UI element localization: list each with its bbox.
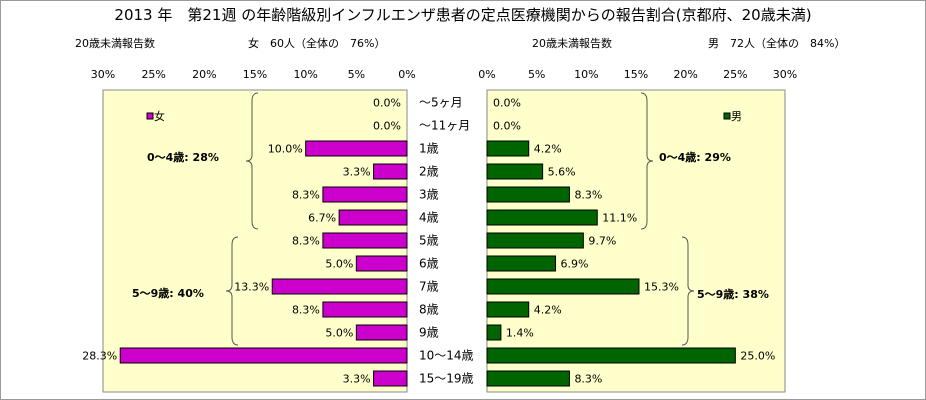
female-xtick-label: 0%	[398, 68, 415, 81]
female-data-label: 3.3%	[343, 373, 371, 386]
male-data-label: 6.9%	[561, 258, 589, 271]
age-category-label: ～11ヶ月	[419, 119, 470, 133]
age-category-label: 15～19歳	[419, 372, 474, 386]
age-category-label: 9歳	[419, 326, 439, 340]
male-xtick-label: 20%	[673, 68, 697, 81]
age-group-bracket	[245, 92, 259, 230]
female-data-label: 28.3%	[82, 350, 117, 363]
legend-swatch-male	[723, 112, 731, 120]
female-bar	[271, 278, 408, 295]
female-bar	[322, 186, 408, 203]
male-bar	[486, 163, 544, 180]
male-xtick-label: 5%	[528, 68, 545, 81]
male-bar	[486, 232, 584, 249]
female-bar	[355, 324, 408, 341]
axis-ticks: 30% 25% 20% 15% 10% 5% 0% 0% 5% 10% 15% 20% 25% 30%	[91, 68, 797, 81]
chart-title: 2013 年 第21週 の年齢階級別インフルエンザ患者の定点医療機関からの報告割…	[114, 6, 812, 24]
male-data-label: 25.0%	[740, 350, 775, 363]
age-category-label: ～5ヶ月	[419, 96, 463, 110]
male-data-label: 8.3%	[574, 189, 602, 202]
male-xtick-label: 0%	[478, 68, 495, 81]
male-data-label: 15.3%	[644, 281, 679, 294]
male-data-label: 1.4%	[506, 327, 534, 340]
male-bar	[486, 301, 530, 318]
age-category-labels: ～5ヶ月 ～11ヶ月 1歳 2歳 3歳 4歳 5歳 6歳 7歳 8歳 9歳 10～14歳 15～19歳	[419, 96, 474, 386]
female-data-label: 5.0%	[325, 327, 353, 340]
female-data-label: 13.3%	[234, 281, 269, 294]
female-xtick-label: 10%	[293, 68, 317, 81]
male-xtick-label: 30%	[773, 68, 797, 81]
female-data-label: 6.7%	[308, 212, 336, 225]
male-data-label: 4.2%	[534, 143, 562, 156]
age-category-label: 2歳	[419, 165, 439, 179]
legend-label-male: 男	[731, 110, 742, 123]
female-xtick-label: 30%	[91, 68, 115, 81]
female-bar	[322, 301, 408, 318]
left-header-summary: 女 60人（全体の 76%）	[248, 37, 386, 50]
female-data-label: 3.3%	[343, 166, 371, 179]
male-data-label: 4.2%	[534, 304, 562, 317]
male-data-label: 0.0%	[493, 97, 521, 110]
female-xtick-label: 15%	[243, 68, 267, 81]
age-category-label: 4歳	[419, 211, 439, 225]
female-bar	[305, 140, 408, 157]
age-category-label: 6歳	[419, 257, 439, 271]
female-annotation-5-9: 5～9歳: 40%	[132, 286, 204, 300]
male-data-label: 9.7%	[588, 235, 616, 248]
age-category-label: 1歳	[419, 142, 439, 156]
female-data-label: 8.3%	[292, 189, 320, 202]
male-data-label: 5.6%	[548, 166, 576, 179]
male-bar	[486, 324, 502, 341]
legend-swatch-female	[146, 112, 154, 120]
age-group-bracket	[225, 236, 239, 346]
male-data-label: 8.3%	[574, 373, 602, 386]
age-category-label: 10～14歳	[419, 349, 474, 363]
male-bar	[486, 140, 530, 157]
female-bar	[338, 209, 408, 226]
male-bar	[486, 209, 598, 226]
left-header-label: 20歳未満報告数	[75, 37, 155, 50]
male-xtick-label: 25%	[723, 68, 747, 81]
male-bar	[486, 278, 640, 295]
male-data-label: 0.0%	[493, 120, 521, 133]
female-xtick-label: 25%	[141, 68, 165, 81]
male-bar	[486, 186, 570, 203]
male-bar	[486, 347, 736, 364]
legend-label-female: 女	[154, 109, 165, 123]
age-category-label: 8歳	[419, 303, 439, 317]
female-bar	[355, 255, 408, 272]
male-xtick-label: 15%	[624, 68, 648, 81]
age-category-label: 3歳	[419, 188, 439, 202]
male-data-label: 11.1%	[602, 212, 637, 225]
age-category-label: 5歳	[419, 234, 439, 248]
male-bars: 0.0%0.0%4.2%5.6%8.3%11.1%9.7%6.9%15.3%4.…	[486, 97, 775, 387]
female-bar	[373, 163, 408, 180]
age-group-bracket	[681, 236, 695, 346]
female-data-label: 5.0%	[325, 258, 353, 271]
age-group-bracket	[640, 92, 654, 230]
female-bar	[119, 347, 408, 364]
age-category-label: 7歳	[419, 280, 439, 294]
male-bar	[486, 370, 570, 387]
female-bar	[373, 370, 408, 387]
female-data-label: 8.3%	[292, 304, 320, 317]
female-data-label: 0.0%	[373, 97, 401, 110]
female-data-label: 10.0%	[268, 143, 303, 156]
female-data-label: 0.0%	[373, 120, 401, 133]
age-brackets	[225, 92, 695, 346]
female-xtick-label: 20%	[192, 68, 216, 81]
female-data-label: 8.3%	[292, 235, 320, 248]
female-xtick-label: 5%	[348, 68, 365, 81]
female-bars: 0.0% 0.0% 10.0% 3.3% 8.3% 6.7% 8.3% 5.0% 13.3% 8.…	[82, 97, 408, 387]
right-header-summary: 男 72人（全体の 84%）	[708, 37, 846, 50]
right-header-label: 20歳未満報告数	[532, 37, 612, 50]
female-annotation-0-4: 0～4歳: 28%	[147, 150, 219, 164]
male-annotation-0-4: 0～4歳: 29%	[659, 150, 731, 164]
male-xtick-label: 10%	[574, 68, 598, 81]
male-bar	[486, 255, 557, 272]
male-annotation-5-9: 5～9歳: 38%	[697, 287, 769, 301]
female-bar	[322, 232, 408, 249]
